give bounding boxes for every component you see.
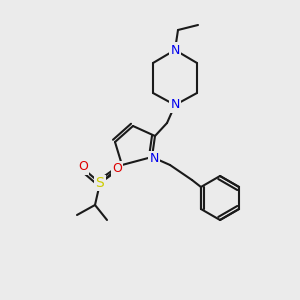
Text: O: O [78,160,88,173]
Text: O: O [112,163,122,176]
Text: N: N [170,98,180,112]
Text: S: S [96,176,104,190]
Text: N: N [149,152,159,166]
Text: N: N [170,44,180,56]
